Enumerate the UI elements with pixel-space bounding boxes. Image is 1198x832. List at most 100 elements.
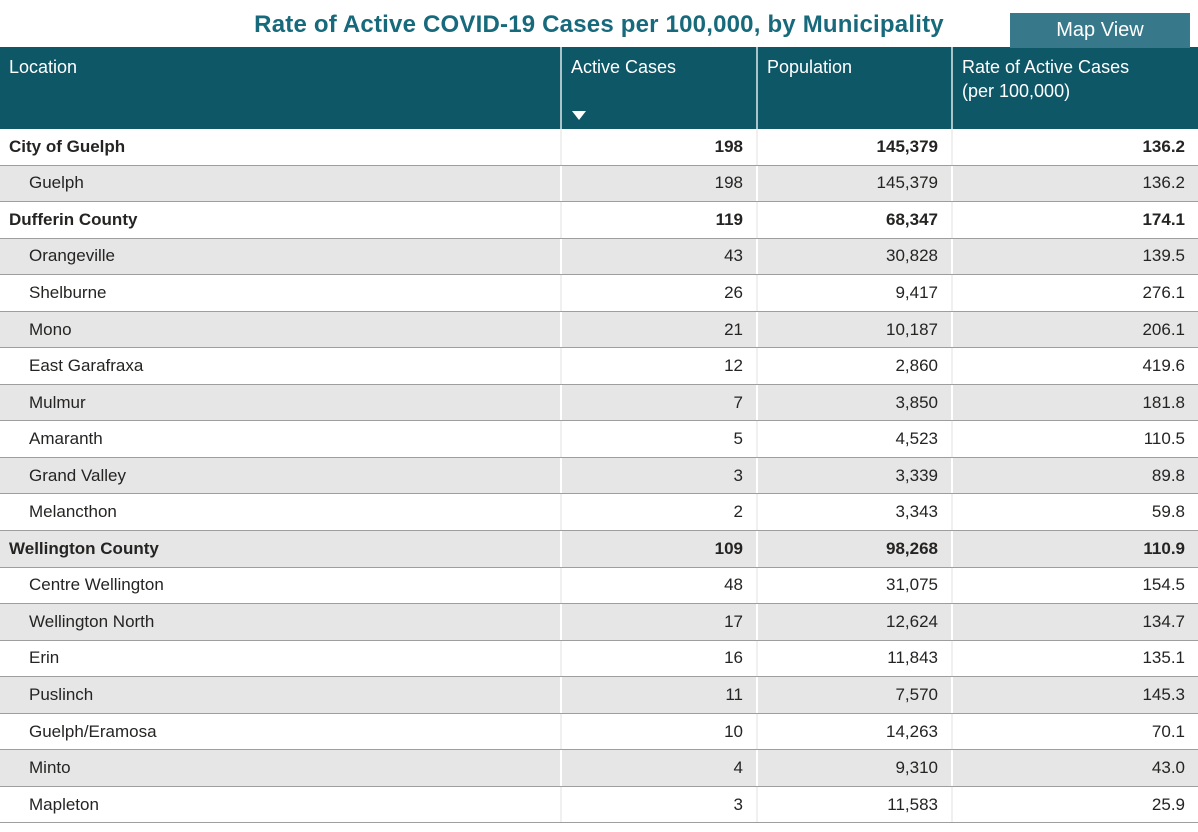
rate-cell: 135.1 (1142, 648, 1185, 668)
population-cell: 10,187 (758, 311, 953, 348)
active-cases-cell: 12 (562, 348, 758, 384)
rate-cell: 136.2 (1142, 173, 1185, 193)
rate-cell: 89.8 (1151, 465, 1185, 485)
location-cell: Mono (0, 311, 562, 348)
population-cell: 11,583 (758, 786, 953, 823)
active-cases-cell: 48 (562, 567, 758, 604)
active-cases-cell: 4 (562, 750, 758, 786)
rate-cell: 419.6 (1142, 356, 1185, 376)
table-row[interactable]: East Garafraxa 12 2,860 419.6 (0, 348, 1198, 385)
population-cell: 30,828 (758, 238, 953, 275)
active-cases-cell: 26 (562, 275, 758, 311)
table-row[interactable]: Centre Wellington 48 31,075 154.5 (0, 567, 1198, 605)
population-cell: 14,263 (758, 713, 953, 750)
rate-cell: 70.1 (1151, 721, 1185, 741)
table-row[interactable]: Shelburne 26 9,417 276.1 (0, 275, 1198, 312)
table-row[interactable]: Melancthon 2 3,343 59.8 (0, 494, 1198, 532)
population-cell: 9,310 (758, 750, 953, 786)
table-body: City of Guelph 198 145,379 136.2 Guelph … (0, 129, 1198, 824)
column-header-active-cases[interactable]: Active Cases (562, 47, 758, 129)
active-cases-cell: 7 (562, 384, 758, 421)
sort-descending-icon (572, 111, 586, 120)
table-row[interactable]: Minto 4 9,310 43.0 (0, 750, 1198, 787)
table-row[interactable]: Orangeville 43 30,828 139.5 (0, 238, 1198, 276)
column-header-active-cases-label: Active Cases (571, 57, 677, 77)
location-cell: Guelph/Eramosa (0, 713, 562, 750)
active-cases-cell: 43 (562, 238, 758, 275)
population-cell: 4,523 (758, 421, 953, 457)
column-header-rate[interactable]: Rate of Active Cases (per 100,000) (953, 47, 1198, 129)
population-cell: 3,850 (758, 384, 953, 421)
location-cell: Orangeville (0, 238, 562, 275)
table-row[interactable]: City of Guelph 198 145,379 136.2 (0, 129, 1198, 166)
active-cases-cell: 17 (562, 604, 758, 640)
location-cell: Grand Valley (0, 457, 562, 494)
rate-cell: 134.7 (1142, 611, 1185, 631)
rate-cell: 154.5 (1142, 575, 1185, 595)
population-cell: 12,624 (758, 604, 953, 640)
population-cell: 145,379 (758, 165, 953, 202)
table-row[interactable]: Puslinch 11 7,570 145.3 (0, 677, 1198, 714)
active-cases-cell: 5 (562, 421, 758, 457)
active-cases-cell: 2 (562, 494, 758, 531)
table-row[interactable]: Amaranth 5 4,523 110.5 (0, 421, 1198, 458)
active-cases-cell: 11 (562, 677, 758, 713)
active-cases-cell: 3 (562, 786, 758, 823)
active-cases-cell: 119 (562, 202, 758, 238)
location-cell: Guelph (0, 165, 562, 202)
top-bar: Rate of Active COVID-19 Cases per 100,00… (0, 0, 1198, 48)
active-cases-cell: 3 (562, 457, 758, 494)
page-title: Rate of Active COVID-19 Cases per 100,00… (254, 11, 944, 38)
table-row[interactable]: Mapleton 3 11,583 25.9 (0, 786, 1198, 824)
table-row[interactable]: Wellington North 17 12,624 134.7 (0, 604, 1198, 641)
location-cell: Mulmur (0, 384, 562, 421)
population-cell: 145,379 (758, 129, 953, 165)
rate-cell: 206.1 (1142, 319, 1185, 339)
active-cases-cell: 21 (562, 311, 758, 348)
population-cell: 98,268 (758, 531, 953, 567)
rate-cell: 110.5 (1143, 429, 1185, 449)
population-cell: 7,570 (758, 677, 953, 713)
location-cell: Dufferin County (0, 202, 562, 238)
active-cases-cell: 109 (562, 531, 758, 567)
location-cell: Centre Wellington (0, 567, 562, 604)
municipality-table: Location Active Cases Population Rate of… (0, 47, 1198, 824)
rate-cell: 110.9 (1143, 538, 1185, 558)
location-cell: Wellington North (0, 604, 562, 640)
table-row[interactable]: Wellington County 109 98,268 110.9 (0, 531, 1198, 568)
table-row[interactable]: Mulmur 7 3,850 181.8 (0, 384, 1198, 422)
population-cell: 9,417 (758, 275, 953, 311)
rate-cell: 276.1 (1142, 282, 1185, 302)
location-cell: Erin (0, 640, 562, 677)
active-cases-cell: 16 (562, 640, 758, 677)
column-header-population[interactable]: Population (758, 47, 953, 129)
population-cell: 2,860 (758, 348, 953, 384)
rate-cell: 25.9 (1151, 794, 1185, 814)
population-cell: 68,347 (758, 202, 953, 238)
table-row[interactable]: Grand Valley 3 3,339 89.8 (0, 457, 1198, 495)
table-row[interactable]: Mono 21 10,187 206.1 (0, 311, 1198, 349)
location-cell: Mapleton (0, 786, 562, 823)
table-row[interactable]: Guelph 198 145,379 136.2 (0, 165, 1198, 203)
population-cell: 31,075 (758, 567, 953, 604)
table-row[interactable]: Guelph/Eramosa 10 14,263 70.1 (0, 713, 1198, 751)
population-cell: 3,343 (758, 494, 953, 531)
rate-cell: 136.2 (1142, 136, 1185, 156)
column-header-rate-label: Rate of Active Cases (962, 57, 1130, 77)
active-cases-cell: 10 (562, 713, 758, 750)
rate-cell: 139.5 (1142, 246, 1185, 266)
column-header-location[interactable]: Location (0, 47, 562, 129)
column-header-location-label: Location (9, 57, 78, 77)
rate-cell: 43.0 (1151, 758, 1185, 778)
table-header-row: Location Active Cases Population Rate of… (0, 47, 1198, 129)
table-row[interactable]: Erin 16 11,843 135.1 (0, 640, 1198, 678)
location-cell: Puslinch (0, 677, 562, 713)
rate-cell: 59.8 (1151, 502, 1185, 522)
table-row[interactable]: Dufferin County 119 68,347 174.1 (0, 202, 1198, 239)
location-cell: Amaranth (0, 421, 562, 457)
location-cell: Shelburne (0, 275, 562, 311)
map-view-button[interactable]: Map View (1010, 13, 1190, 48)
active-cases-cell: 198 (562, 129, 758, 165)
column-header-population-label: Population (767, 57, 853, 77)
rate-cell: 174.1 (1142, 209, 1185, 229)
